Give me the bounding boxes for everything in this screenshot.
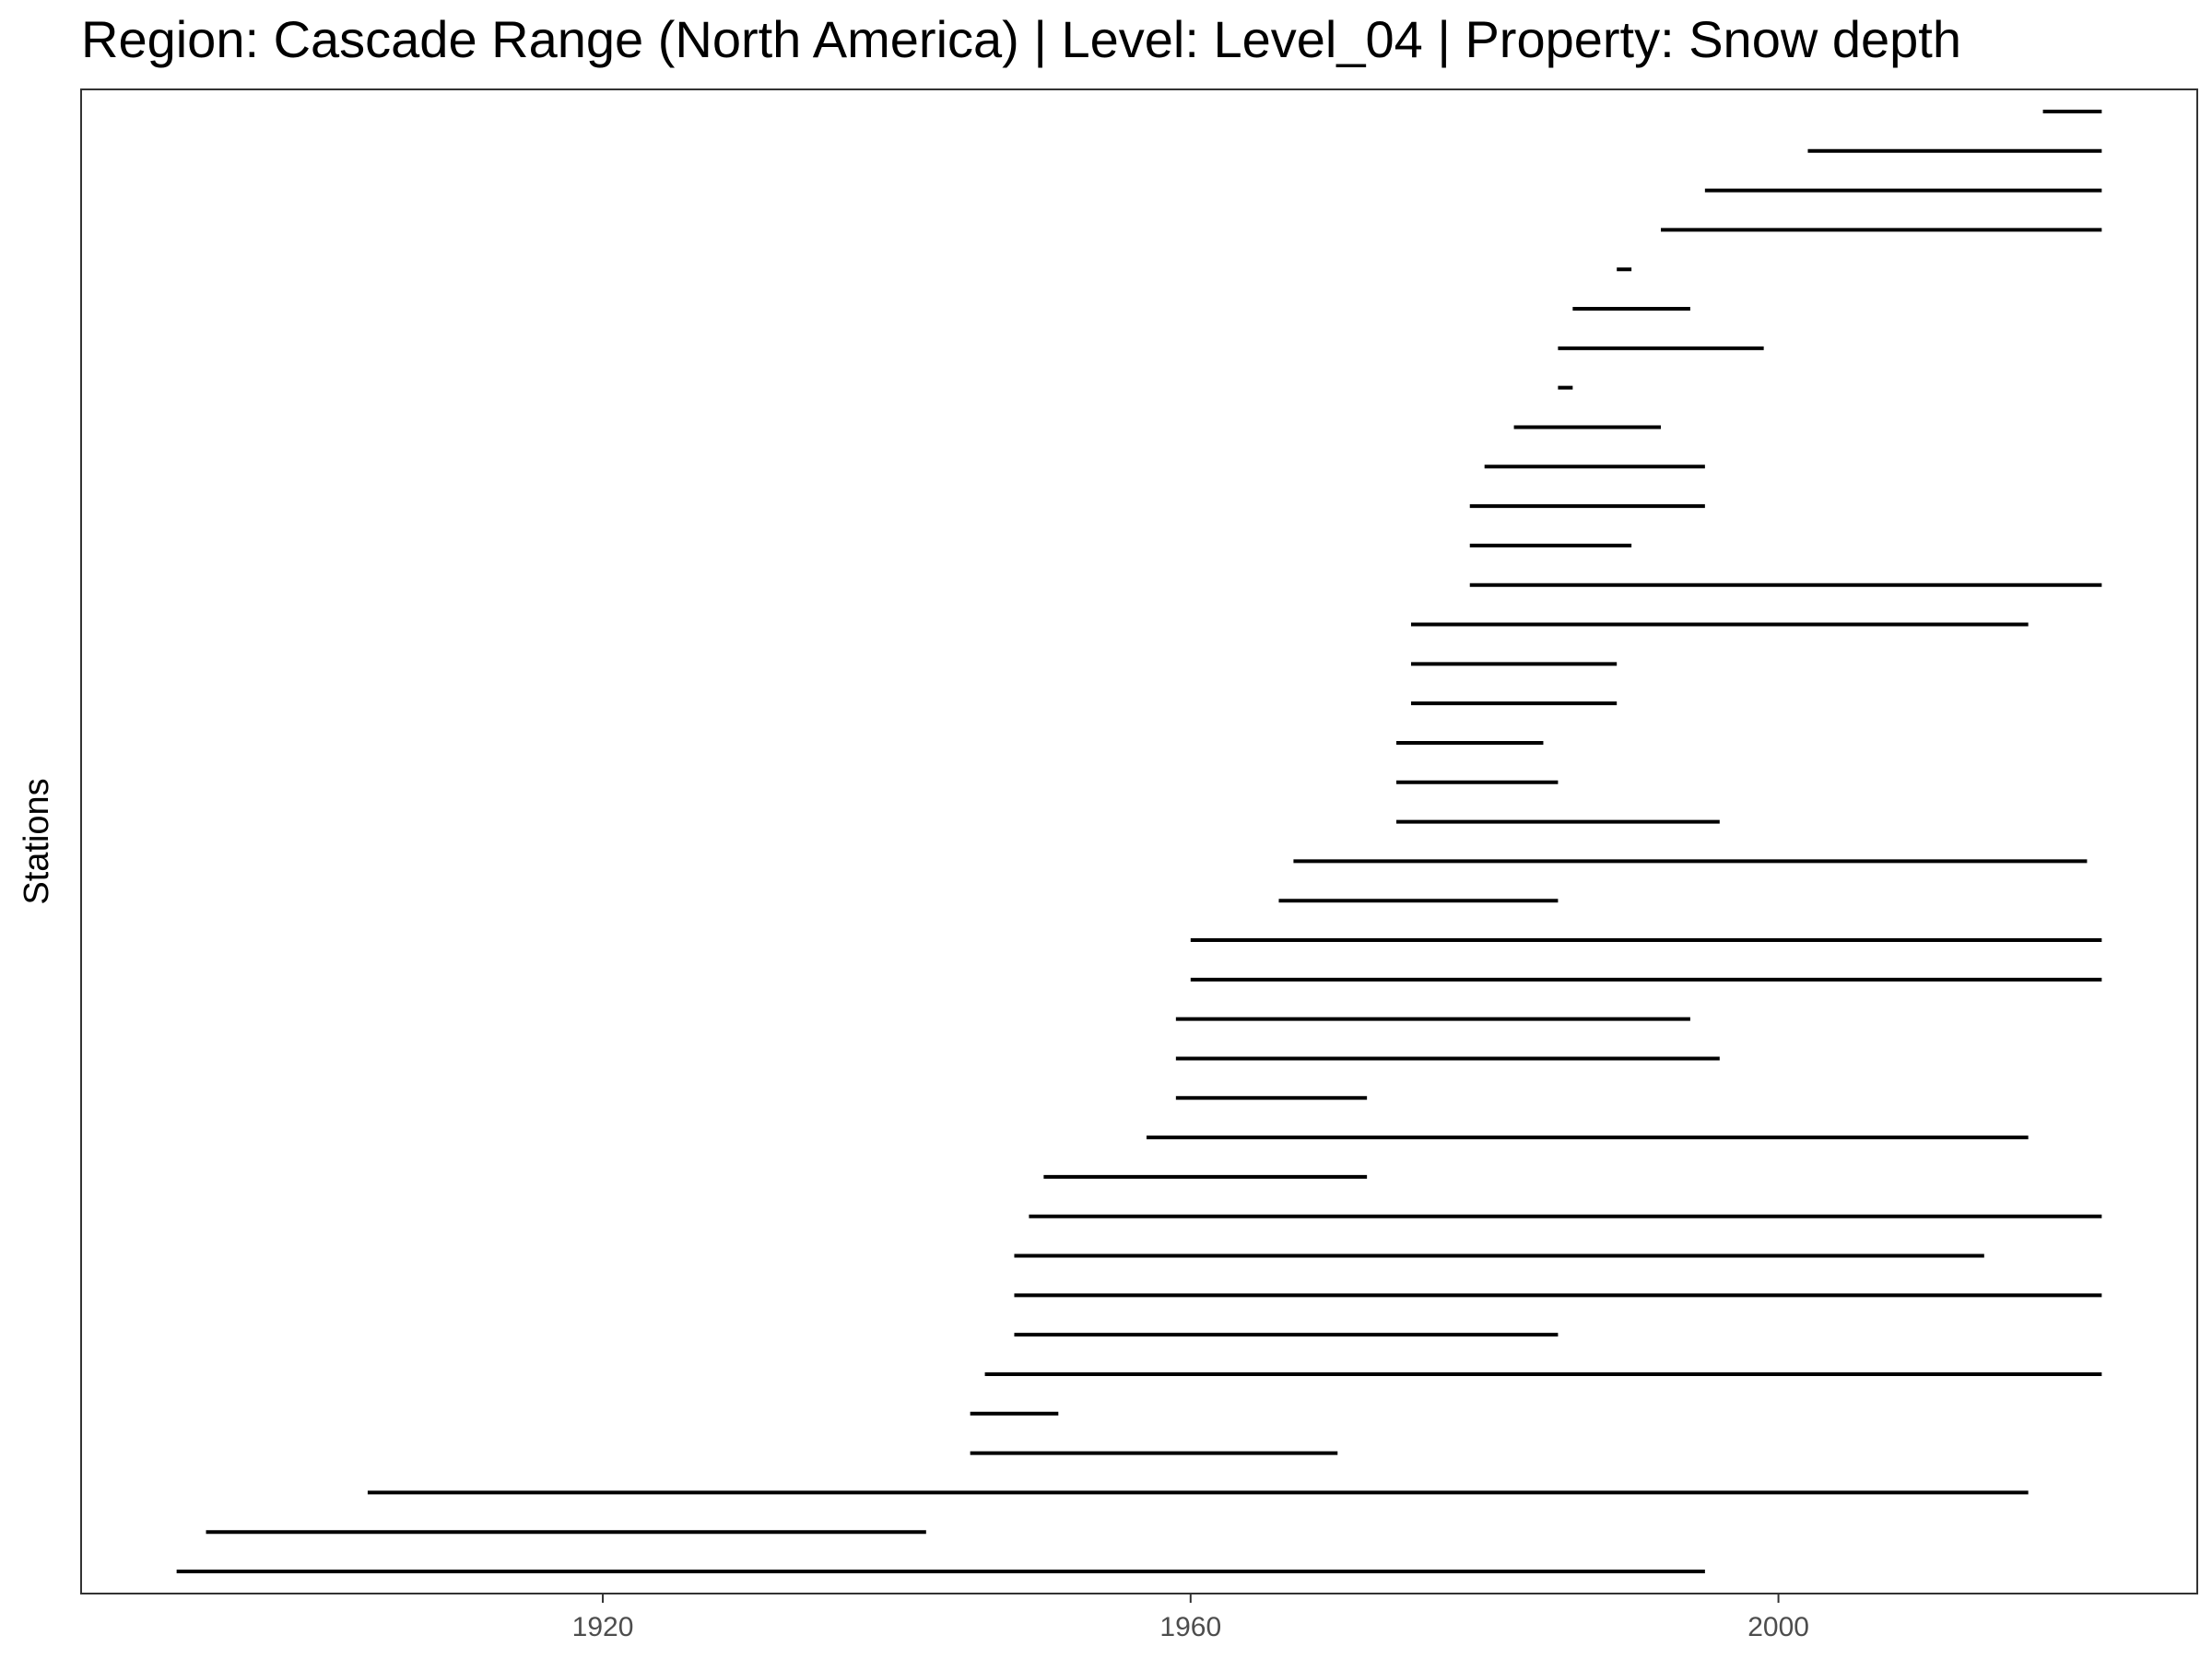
y-axis-title: Stations — [18, 778, 56, 904]
x-tick-label: 1960 — [1159, 1612, 1221, 1642]
segments-layer — [176, 110, 2102, 1573]
x-axis: 1920 1960 2000 — [572, 1594, 1809, 1642]
x-tick-label: 1920 — [572, 1612, 634, 1642]
x-tick-label: 2000 — [1747, 1612, 1809, 1642]
plot-panel — [80, 88, 2198, 1594]
chart-title: Region: Cascade Range (North America) | … — [81, 10, 1961, 68]
